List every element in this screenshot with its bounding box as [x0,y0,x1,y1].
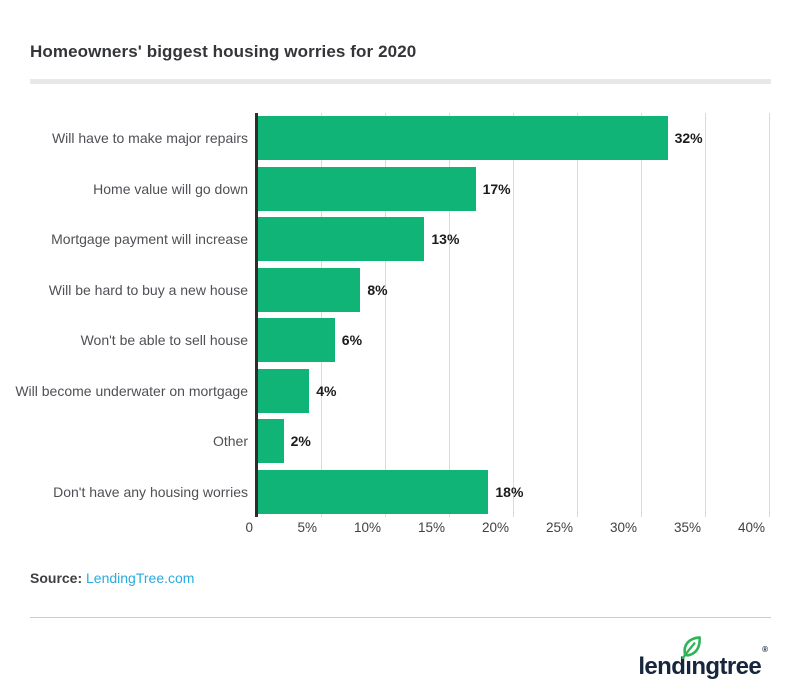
gridline-5% [321,113,322,517]
logo-text-part1: lend [638,653,686,680]
gridline-10% [385,113,386,517]
value-label: 13% [431,231,460,248]
source-link[interactable]: LendingTree.com [86,570,195,586]
bar [258,368,310,413]
gridline-15% [449,113,450,517]
logo-text-part3: ngtree [691,653,762,680]
lendingtree-logo: lend ı ngtree ® [638,636,768,680]
value-label: 8% [367,281,388,298]
category-label: Mortgage payment will increase [51,231,248,248]
x-tick-label: 10% [353,520,381,535]
bar [258,469,489,514]
x-tick-label: 40% [737,520,765,535]
gridline-30% [641,113,642,517]
value-label: 4% [316,382,337,399]
x-tick-label: 20% [481,520,509,535]
bar [258,116,668,161]
value-label: 32% [674,130,703,147]
gridline-25% [577,113,578,517]
value-label: 6% [341,332,363,349]
x-tick-label: 35% [673,520,701,535]
y-axis-line [255,113,258,517]
bar [258,166,476,211]
bar [258,267,361,312]
source-label: Source: [30,570,83,586]
x-tick-label: 25% [545,520,573,535]
footer-divider [30,617,771,618]
x-tick-label: 30% [609,520,637,535]
category-label: Will have to make major repairs [51,130,248,147]
category-label: Home value will go down [93,180,248,197]
bar [258,217,425,262]
category-label: Won't be able to sell house [80,332,248,349]
category-label: Don't have any housing worries [53,483,248,500]
bar [258,318,335,363]
leaf-icon [681,636,702,659]
value-label: 2% [290,433,311,450]
x-tick-label: 5% [297,520,317,535]
x-tick-label: 15% [417,520,445,535]
category-label: Other [212,433,248,450]
registered-trademark: ® [762,645,768,654]
value-label: 17% [482,180,511,197]
source-line: Source: LendingTree.com [30,570,194,586]
x-tick-label: 0 [245,520,253,535]
logo-text-part2: ı [685,653,692,680]
gridline-40% [769,113,770,517]
gridline-35% [705,113,706,517]
logo-letter-i: ı [681,636,702,680]
page-title: Homeowners' biggest housing worries for … [30,42,417,61]
category-label: Will be hard to buy a new house [48,281,248,298]
bar [258,419,284,464]
value-label: 18% [495,483,524,500]
gridline-20% [513,113,514,517]
title-divider [30,79,771,84]
category-label: Will become underwater on mortgage [15,382,248,399]
